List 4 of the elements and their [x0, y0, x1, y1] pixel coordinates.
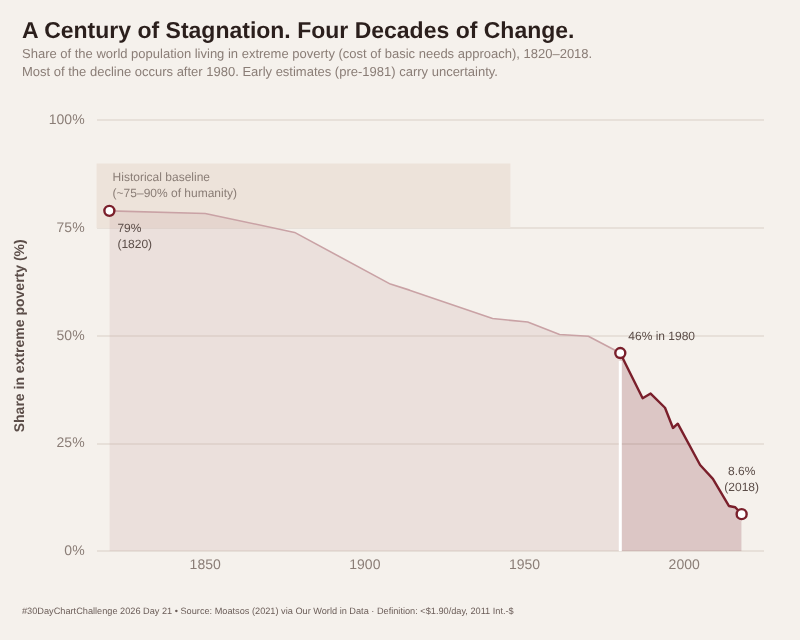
chart-title: A Century of Stagnation. Four Decades of Change. [22, 20, 575, 44]
point [735, 507, 748, 521]
point [103, 204, 116, 218]
point [614, 346, 627, 360]
